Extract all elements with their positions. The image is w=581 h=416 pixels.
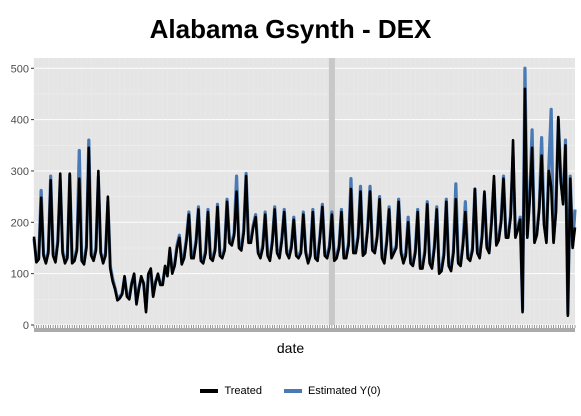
x-axis-label: date bbox=[0, 340, 581, 356]
y-tick-label: 0 bbox=[23, 320, 29, 332]
y-tick-label: 200 bbox=[11, 217, 29, 229]
y-tick-label: 500 bbox=[11, 63, 29, 75]
legend-item-treated: Treated bbox=[200, 385, 262, 397]
legend: Treated Estimated Y(0) bbox=[0, 383, 581, 399]
legend-swatch-treated bbox=[200, 389, 218, 393]
legend-item-estimated: Estimated Y(0) bbox=[284, 385, 381, 397]
legend-label-estimated: Estimated Y(0) bbox=[308, 385, 381, 397]
legend-label-treated: Treated bbox=[224, 385, 262, 397]
treatment-marker bbox=[329, 58, 335, 325]
y-tick-label: 400 bbox=[11, 115, 29, 127]
x-tick-labels-overlap bbox=[34, 328, 575, 332]
legend-swatch-estimated bbox=[284, 389, 302, 393]
y-tick-label: 300 bbox=[11, 166, 29, 178]
y-tick-label: 100 bbox=[11, 269, 29, 281]
